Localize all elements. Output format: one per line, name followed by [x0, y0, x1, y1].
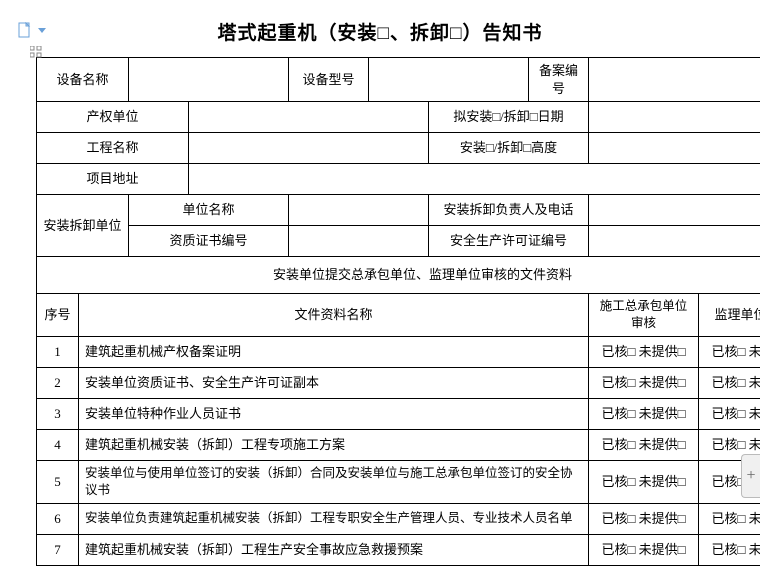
project-name-value [189, 133, 429, 164]
row-doc-name: 建筑起重机械产权备案证明 [79, 336, 589, 367]
plus-icon: + [746, 467, 755, 485]
install-height-label: 安装□/拆卸□高度 [429, 133, 589, 164]
col-supervisor-review: 监理单位审核 [699, 294, 760, 337]
safety-permit-value [589, 226, 760, 257]
row-supervisor-check: 已核□ 未提供□ [699, 398, 760, 429]
cert-no-value [289, 226, 429, 257]
person-phone-label: 安装拆卸负责人及电话 [429, 195, 589, 226]
document-title: 塔式起重机（安装□、拆卸□）告知书 [0, 18, 760, 45]
row-seq: 2 [37, 367, 79, 398]
row-gc-check: 已核□ 未提供□ [589, 336, 699, 367]
row-doc-name: 建筑起重机械安装（拆卸）工程生产安全事故应急救援预案 [79, 534, 589, 565]
row-gc-check: 已核□ 未提供□ [589, 367, 699, 398]
row-gc-check: 已核□ 未提供□ [589, 534, 699, 565]
row-seq: 1 [37, 336, 79, 367]
device-name-label: 设备名称 [37, 58, 129, 102]
table-row: 7建筑起重机械安装（拆卸）工程生产安全事故应急救援预案已核□ 未提供□已核□ 未… [37, 534, 760, 565]
row-doc-name: 安装单位与使用单位签订的安装（拆卸）合同及安装单位与施工总承包单位签订的安全协议… [79, 460, 589, 503]
unit-name-label: 单位名称 [129, 195, 289, 226]
owner-unit-value [189, 102, 429, 133]
unit-name-value [289, 195, 429, 226]
row-seq: 6 [37, 503, 79, 534]
cert-no-label: 资质证书编号 [129, 226, 289, 257]
project-name-label: 工程名称 [37, 133, 189, 164]
table-row: 6安装单位负责建筑起重机械安装（拆卸）工程专职安全生产管理人员、专业技术人员名单… [37, 503, 760, 534]
table-row: 4建筑起重机械安装（拆卸）工程专项施工方案已核□ 未提供□已核□ 未提供□ [37, 429, 760, 460]
row-supervisor-check: 已核□ 未提供□ [699, 367, 760, 398]
table-row: 5安装单位与使用单位签订的安装（拆卸）合同及安装单位与施工总承包单位签订的安全协… [37, 460, 760, 503]
table-row: 1建筑起重机械产权备案证明已核□ 未提供□已核□ 未提供□ [37, 336, 760, 367]
row-doc-name: 建筑起重机械安装（拆卸）工程专项施工方案 [79, 429, 589, 460]
row-gc-check: 已核□ 未提供□ [589, 460, 699, 503]
row-seq: 5 [37, 460, 79, 503]
install-height-value [589, 133, 760, 164]
person-phone-value [589, 195, 760, 226]
side-expand-tab[interactable]: + [741, 454, 760, 498]
safety-permit-label: 安全生产许可证编号 [429, 226, 589, 257]
table-row: 3安装单位特种作业人员证书已核□ 未提供□已核□ 未提供□ [37, 398, 760, 429]
row-gc-check: 已核□ 未提供□ [589, 503, 699, 534]
row-seq: 7 [37, 534, 79, 565]
device-model-label: 设备型号 [289, 58, 369, 102]
row-gc-check: 已核□ 未提供□ [589, 398, 699, 429]
col-doc-name: 文件资料名称 [79, 294, 589, 337]
row-doc-name: 安装单位特种作业人员证书 [79, 398, 589, 429]
device-model-value [369, 58, 529, 102]
form-container: 设备名称 设备型号 备案编号 产权单位 拟安装□/拆卸□日期 工程名称 安装□/… [36, 57, 724, 566]
plan-date-label: 拟安装□/拆卸□日期 [429, 102, 589, 133]
dropdown-icon[interactable] [38, 26, 46, 34]
row-doc-name: 安装单位资质证书、安全生产许可证副本 [79, 367, 589, 398]
row-doc-name: 安装单位负责建筑起重机械安装（拆卸）工程专职安全生产管理人员、专业技术人员名单 [79, 503, 589, 534]
owner-unit-label: 产权单位 [37, 102, 189, 133]
row-gc-check: 已核□ 未提供□ [589, 429, 699, 460]
editor-toolbar [18, 22, 46, 38]
plan-date-value [589, 102, 760, 133]
table-row: 2安装单位资质证书、安全生产许可证副本已核□ 未提供□已核□ 未提供□ [37, 367, 760, 398]
row-supervisor-check: 已核□ 未提供□ [699, 336, 760, 367]
row-supervisor-check: 已核□ 未提供□ [699, 503, 760, 534]
project-addr-label: 项目地址 [37, 164, 189, 195]
row-supervisor-check: 已核□ 未提供□ [699, 534, 760, 565]
col-seq: 序号 [37, 294, 79, 337]
row-seq: 3 [37, 398, 79, 429]
row-seq: 4 [37, 429, 79, 460]
col-gc-review: 施工总承包单位审核 [589, 294, 699, 337]
device-name-value [129, 58, 289, 102]
table-anchor-handle[interactable] [30, 46, 42, 62]
record-no-value [589, 58, 760, 102]
notice-form-table: 设备名称 设备型号 备案编号 产权单位 拟安装□/拆卸□日期 工程名称 安装□/… [36, 57, 760, 566]
project-addr-value [189, 164, 760, 195]
install-unit-label: 安装拆卸单位 [37, 195, 129, 257]
page-icon[interactable] [18, 22, 32, 38]
section-title: 安装单位提交总承包单位、监理单位审核的文件资料 [37, 257, 760, 294]
record-no-label: 备案编号 [529, 58, 589, 102]
